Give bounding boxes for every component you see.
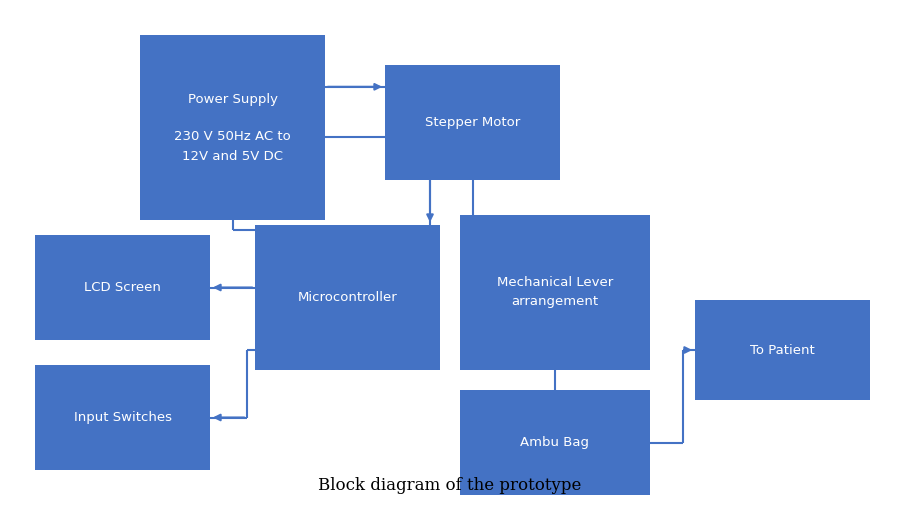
Bar — [385, 65, 560, 180]
Text: Ambu Bag: Ambu Bag — [521, 436, 590, 449]
Bar — [255, 225, 440, 370]
Text: LCD Screen: LCD Screen — [85, 281, 161, 294]
Bar — [140, 35, 325, 220]
Text: Mechanical Lever
arrangement: Mechanical Lever arrangement — [497, 277, 613, 309]
Bar — [35, 365, 210, 470]
Bar — [695, 300, 870, 400]
Text: Microcontroller: Microcontroller — [298, 291, 397, 304]
Bar — [35, 235, 210, 340]
Text: To Patient: To Patient — [750, 343, 814, 357]
Bar — [460, 215, 650, 370]
Bar — [460, 390, 650, 495]
Text: Block diagram of the prototype: Block diagram of the prototype — [318, 478, 581, 494]
Text: Power Supply

230 V 50Hz AC to
12V and 5V DC: Power Supply 230 V 50Hz AC to 12V and 5V… — [174, 93, 291, 163]
Text: Input Switches: Input Switches — [74, 411, 172, 424]
Text: Stepper Motor: Stepper Motor — [425, 116, 521, 129]
